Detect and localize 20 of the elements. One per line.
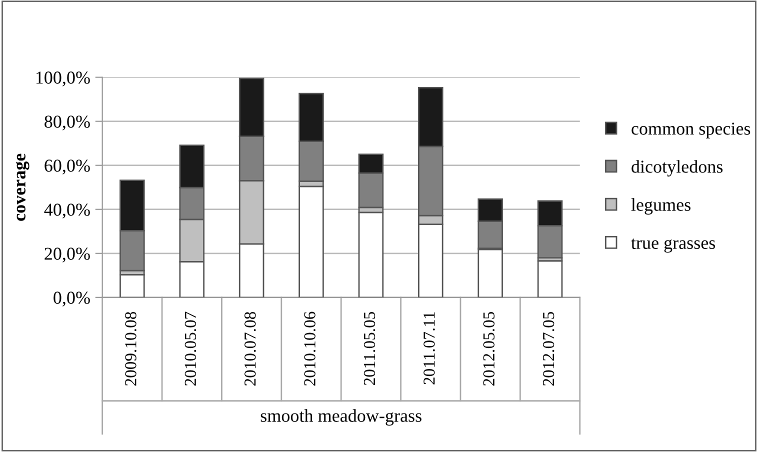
y-tick-label: 60,0% bbox=[44, 160, 90, 174]
y-tick-label: 20,0% bbox=[44, 248, 90, 262]
y-tick-label: 40,0% bbox=[44, 204, 90, 218]
x-tick-label: 2012.07.05 bbox=[542, 312, 554, 386]
x-tick-label: 2011.05.05 bbox=[364, 312, 376, 385]
legend-label: true grasses bbox=[631, 238, 716, 253]
x-tick-label: 2010.07.08 bbox=[244, 312, 256, 386]
x-tick-label: 2012.05.05 bbox=[483, 312, 495, 386]
y-axis-title: coverage bbox=[16, 154, 30, 221]
y-tick-label: 80,0% bbox=[44, 116, 90, 130]
y-tick-label: 100,0% bbox=[36, 72, 90, 86]
y-tick-label: 0,0% bbox=[54, 292, 90, 306]
x-axis-title: smooth meadow-grass bbox=[260, 409, 422, 426]
legend-label: common species bbox=[632, 122, 750, 138]
legend-label: legumes bbox=[631, 198, 690, 215]
x-tick-label: 2010.10.06 bbox=[304, 312, 316, 386]
legend-label: dicotyledons bbox=[632, 160, 723, 176]
x-tick-label: 2011.07.11 bbox=[424, 312, 435, 384]
x-tick-label: 2010.05.07 bbox=[184, 312, 196, 386]
x-tick-label: 2009.10.08 bbox=[125, 312, 136, 386]
